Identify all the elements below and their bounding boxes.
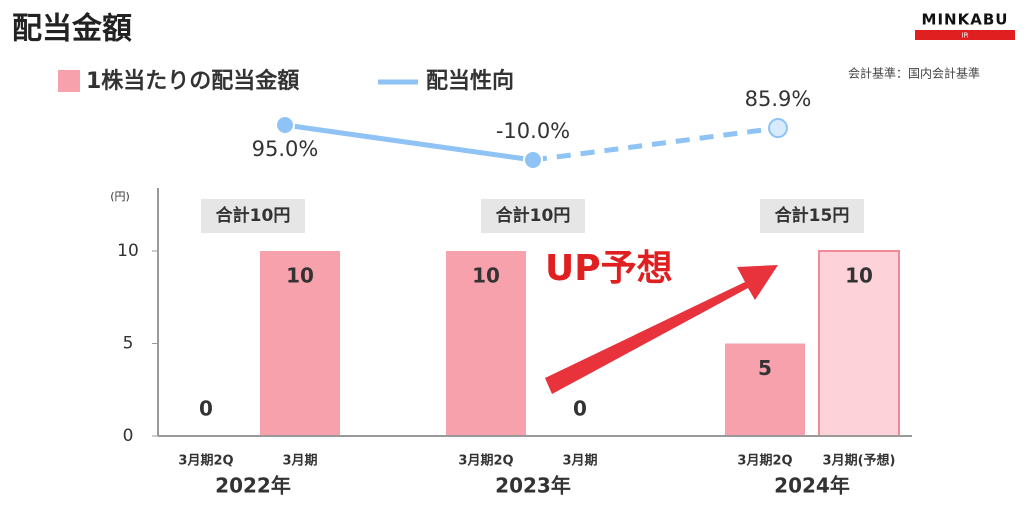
line-marker (768, 118, 788, 139)
total-label: 合計10円 (216, 205, 291, 226)
annotation: UP予想 (545, 248, 673, 289)
value-label: 0 (573, 397, 587, 421)
total-box (481, 199, 585, 233)
y-tick-label: 5 (123, 334, 134, 354)
value-label: 0 (199, 397, 213, 421)
value-label: 10 (472, 264, 500, 288)
line-value-label: 95.0% (252, 137, 319, 161)
line-value-label: -10.0% (496, 119, 570, 143)
group-label: 2022年 (215, 474, 291, 498)
x-tick-label: 3月期2Q (737, 454, 792, 469)
y-tick-label: 10 (117, 241, 139, 261)
y-unit: (円) (110, 190, 130, 203)
x-tick-label: 3月期 (282, 454, 317, 469)
logo-sub: IR (962, 32, 969, 40)
x-tick-label: 3月期2Q (178, 454, 233, 469)
chart-title: 配当金額 (12, 12, 132, 47)
value-label: 10 (845, 264, 873, 288)
line-marker (275, 115, 295, 135)
legend-swatch (58, 70, 80, 92)
legend-label: 配当性向 (426, 68, 514, 94)
legend-label: 1株当たりの配当金額 (86, 68, 299, 94)
group-label: 2023年 (495, 474, 571, 498)
total-label: 合計15円 (775, 205, 850, 226)
x-tick-label: 3月期2Q (458, 454, 513, 469)
line-marker (523, 150, 543, 170)
line-value-label: 85.9% (745, 87, 812, 111)
total-box (760, 199, 864, 233)
value-label: 5 (758, 356, 772, 380)
bar (260, 251, 340, 436)
line (532, 125, 779, 163)
note: 会計基準：国内会計基準 (848, 66, 980, 81)
total-box (201, 199, 305, 233)
x-tick-label: 3月期 (562, 454, 597, 469)
arrow (545, 265, 778, 394)
line (284, 122, 534, 163)
group-label: 2024年 (774, 474, 850, 498)
x-tick-label: 3月期(予想) (823, 453, 896, 469)
value-label: 10 (286, 264, 314, 288)
y-tick-label: 0 (123, 426, 134, 446)
logo: MINKABU (922, 11, 1009, 29)
bar (725, 343, 805, 436)
total-label: 合計10円 (496, 205, 571, 226)
bar (446, 251, 526, 436)
logo-bar (915, 30, 1015, 40)
